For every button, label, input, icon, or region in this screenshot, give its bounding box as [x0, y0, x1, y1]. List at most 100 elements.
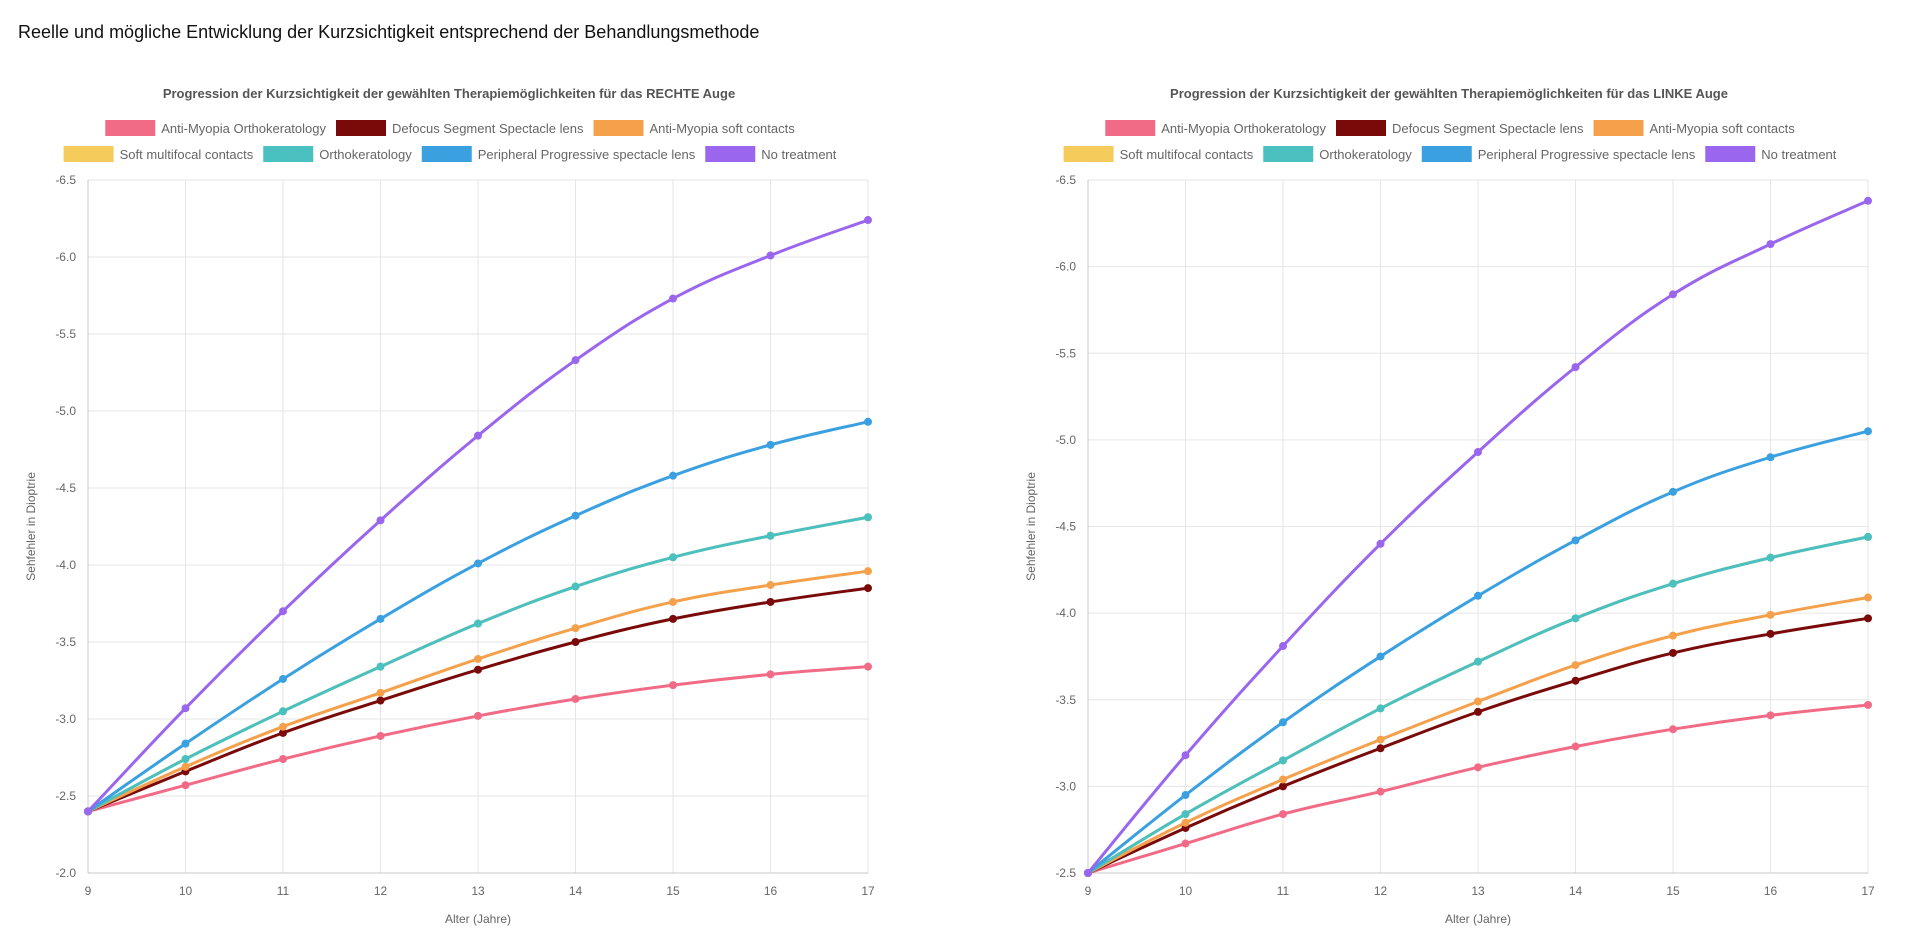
data-point[interactable]	[1181, 810, 1190, 819]
data-point[interactable]	[1474, 448, 1482, 457]
legend-item[interactable]: Soft multifocal contacts	[63, 146, 254, 162]
data-point[interactable]	[376, 696, 385, 705]
data-point[interactable]	[1766, 553, 1775, 562]
data-point[interactable]	[1669, 725, 1677, 734]
data-point[interactable]	[1376, 744, 1385, 753]
legend-item[interactable]: Anti-Myopia Orthokeratology	[105, 120, 326, 136]
data-point[interactable]	[864, 567, 872, 576]
data-point[interactable]	[864, 584, 872, 593]
data-point[interactable]	[1766, 610, 1775, 619]
data-point[interactable]	[669, 681, 677, 690]
data-point[interactable]	[1181, 839, 1190, 848]
data-point[interactable]	[1279, 775, 1287, 784]
data-point[interactable]	[474, 711, 482, 720]
data-point[interactable]	[1571, 536, 1580, 545]
legend-item[interactable]: Orthokeratology	[263, 146, 412, 162]
data-point[interactable]	[1766, 240, 1775, 249]
data-point[interactable]	[1279, 810, 1287, 819]
data-point[interactable]	[1376, 652, 1385, 661]
data-point[interactable]	[279, 755, 287, 764]
data-point[interactable]	[1669, 487, 1677, 496]
legend-item[interactable]: Anti-Myopia soft contacts	[1593, 120, 1796, 136]
data-point[interactable]	[766, 531, 775, 540]
data-point[interactable]	[1571, 614, 1580, 623]
data-point[interactable]	[376, 614, 385, 623]
data-point[interactable]	[1864, 614, 1872, 623]
data-point[interactable]	[181, 704, 190, 713]
data-point[interactable]	[1766, 711, 1775, 720]
legend-item[interactable]: No treatment	[705, 146, 837, 162]
data-point[interactable]	[1571, 661, 1580, 670]
data-point[interactable]	[181, 762, 190, 771]
data-point[interactable]	[279, 607, 287, 616]
data-point[interactable]	[1864, 532, 1872, 541]
data-point[interactable]	[1864, 427, 1872, 436]
data-point[interactable]	[279, 722, 287, 731]
data-point[interactable]	[1181, 818, 1190, 827]
data-point[interactable]	[1376, 704, 1385, 713]
data-point[interactable]	[669, 553, 677, 562]
data-point[interactable]	[864, 662, 872, 671]
data-point[interactable]	[571, 511, 580, 520]
legend-item[interactable]: Peripheral Progressive spectacle lens	[1421, 146, 1696, 162]
data-point[interactable]	[766, 581, 775, 590]
data-point[interactable]	[376, 516, 385, 525]
data-point[interactable]	[669, 294, 677, 303]
data-point[interactable]	[1474, 707, 1482, 716]
data-point[interactable]	[669, 614, 677, 623]
data-point[interactable]	[181, 781, 190, 790]
data-point[interactable]	[1474, 697, 1482, 706]
data-point[interactable]	[1376, 539, 1385, 548]
data-point[interactable]	[766, 440, 775, 449]
legend-item[interactable]: Defocus Segment Spectacle lens	[1336, 120, 1584, 136]
data-point[interactable]	[1181, 791, 1190, 800]
legend-item[interactable]: No treatment	[1705, 146, 1837, 162]
data-point[interactable]	[571, 356, 580, 365]
data-point[interactable]	[571, 638, 580, 646]
data-point[interactable]	[279, 674, 287, 683]
data-point[interactable]	[1766, 453, 1775, 462]
data-point[interactable]	[1669, 648, 1677, 657]
data-point[interactable]	[1669, 579, 1677, 588]
legend-item[interactable]: Peripheral Progressive spectacle lens	[421, 146, 696, 162]
data-point[interactable]	[474, 431, 482, 440]
legend-item[interactable]: Anti-Myopia Orthokeratology	[1105, 120, 1326, 136]
data-point[interactable]	[1474, 657, 1482, 666]
data-point[interactable]	[1864, 196, 1872, 205]
data-point[interactable]	[279, 707, 287, 716]
data-point[interactable]	[181, 755, 190, 764]
data-point[interactable]	[474, 654, 482, 663]
data-point[interactable]	[1571, 676, 1580, 685]
data-point[interactable]	[1766, 629, 1775, 638]
data-point[interactable]	[1279, 642, 1287, 651]
data-point[interactable]	[864, 417, 872, 426]
data-point[interactable]	[864, 513, 872, 522]
data-point[interactable]	[1474, 763, 1482, 772]
data-point[interactable]	[864, 216, 872, 225]
data-point[interactable]	[84, 807, 92, 816]
data-point[interactable]	[766, 251, 775, 260]
data-point[interactable]	[1376, 735, 1385, 744]
data-point[interactable]	[1279, 718, 1287, 727]
data-point[interactable]	[1669, 290, 1677, 299]
data-point[interactable]	[1279, 756, 1287, 765]
data-point[interactable]	[376, 731, 385, 740]
data-point[interactable]	[1571, 363, 1580, 372]
data-point[interactable]	[279, 728, 287, 737]
data-point[interactable]	[376, 688, 385, 697]
data-point[interactable]	[181, 739, 190, 748]
data-point[interactable]	[571, 582, 580, 591]
data-point[interactable]	[474, 665, 482, 674]
data-point[interactable]	[1181, 751, 1190, 760]
data-point[interactable]	[1571, 742, 1580, 751]
legend-item[interactable]: Soft multifocal contacts	[1063, 146, 1254, 162]
data-point[interactable]	[571, 694, 580, 703]
data-point[interactable]	[474, 619, 482, 628]
data-point[interactable]	[1864, 700, 1872, 709]
data-point[interactable]	[1474, 591, 1482, 600]
data-point[interactable]	[1084, 869, 1092, 877]
data-point[interactable]	[1376, 787, 1385, 796]
data-point[interactable]	[766, 670, 775, 679]
legend-item[interactable]: Orthokeratology	[1263, 146, 1412, 162]
data-point[interactable]	[1669, 631, 1677, 640]
